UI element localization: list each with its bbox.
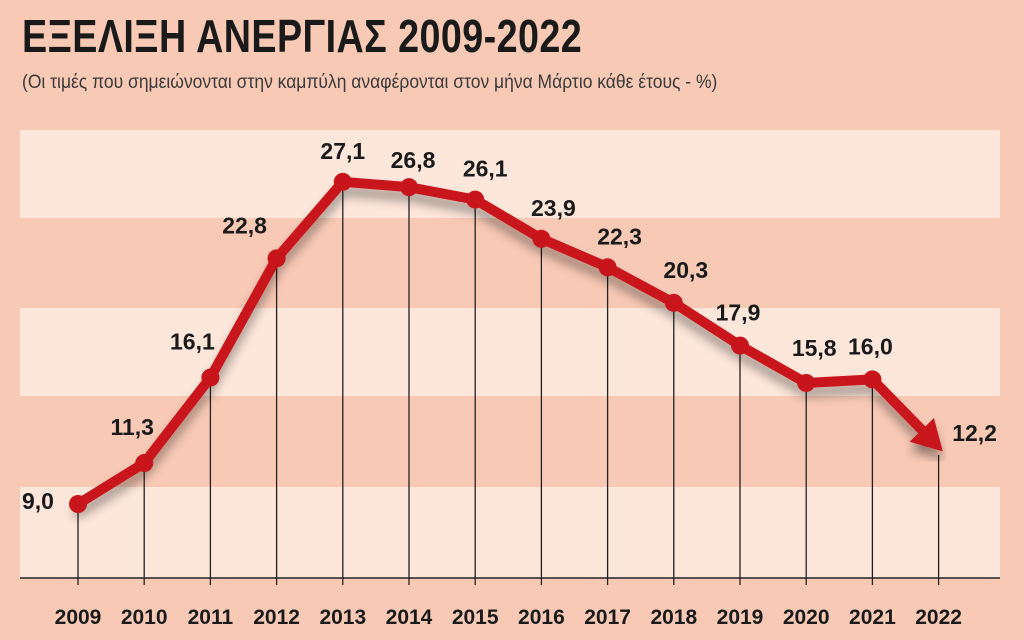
data-point xyxy=(400,178,418,197)
data-point xyxy=(532,229,551,248)
x-tick-label: 2022 xyxy=(915,606,962,629)
data-point xyxy=(201,368,220,387)
data-point xyxy=(267,249,286,268)
x-tick-label: 2014 xyxy=(386,606,433,629)
chart-subtitle: (Οι τιμές που σημειώνονται στην καμπύλη … xyxy=(22,72,718,93)
x-tick-label: 2017 xyxy=(584,606,631,629)
x-tick-label: 2021 xyxy=(849,606,896,629)
x-tick-label: 2012 xyxy=(253,606,300,629)
data-labels: 9,0 11,3 16,1 22,8 27,1 26,8 26,1 23,9 22,3 20,3 1… xyxy=(22,138,997,514)
data-label: 16,0 xyxy=(848,333,893,359)
data-label: 27,1 xyxy=(320,138,365,164)
data-point xyxy=(731,336,749,355)
data-point xyxy=(135,454,154,473)
data-point xyxy=(598,258,617,277)
series-line-path xyxy=(73,176,930,509)
drop-lines xyxy=(77,181,940,585)
series-line xyxy=(69,172,943,513)
data-label: 16,1 xyxy=(170,329,215,355)
data-point xyxy=(797,373,816,392)
data-point xyxy=(664,293,683,312)
data-label: 22,3 xyxy=(597,223,642,249)
data-point xyxy=(333,172,352,191)
x-tick-label: 2009 xyxy=(55,606,102,629)
background-bands xyxy=(20,130,1000,578)
data-point-arrow xyxy=(909,417,943,452)
background-band-3 xyxy=(20,487,1000,578)
page-title: ΕΞΕΛΙΞΗ ΑΝΕΡΓΙΑΣ 2009-2022 xyxy=(22,10,583,62)
x-tick-label: 2016 xyxy=(518,606,565,629)
data-label: 26,8 xyxy=(391,147,436,173)
data-label: 11,3 xyxy=(110,414,154,440)
data-point xyxy=(863,370,882,389)
x-tick-label: 2011 xyxy=(188,606,234,629)
x-tick-label: 2010 xyxy=(121,606,168,629)
data-label: 12,2 xyxy=(952,420,997,446)
data-label: 26,1 xyxy=(463,156,508,182)
x-tick-labels: 2009 2010 2011 2012 2013 2014 2015 2016 2017 2018… xyxy=(55,606,962,629)
x-tick-label: 2019 xyxy=(717,606,764,629)
data-label: 9,0 xyxy=(22,488,54,514)
data-label: 20,3 xyxy=(663,257,708,283)
data-point xyxy=(466,190,485,209)
x-tick-label: 2013 xyxy=(319,606,366,629)
x-tick-label: 2018 xyxy=(650,606,697,629)
x-tick-label: 2015 xyxy=(452,606,499,629)
background-band-1 xyxy=(20,130,1000,218)
data-label: 23,9 xyxy=(531,195,576,221)
data-label: 17,9 xyxy=(716,300,761,326)
data-label: 22,8 xyxy=(222,212,267,238)
x-tick-label: 2020 xyxy=(783,606,830,629)
data-point xyxy=(69,495,87,513)
data-label: 15,8 xyxy=(792,335,837,361)
